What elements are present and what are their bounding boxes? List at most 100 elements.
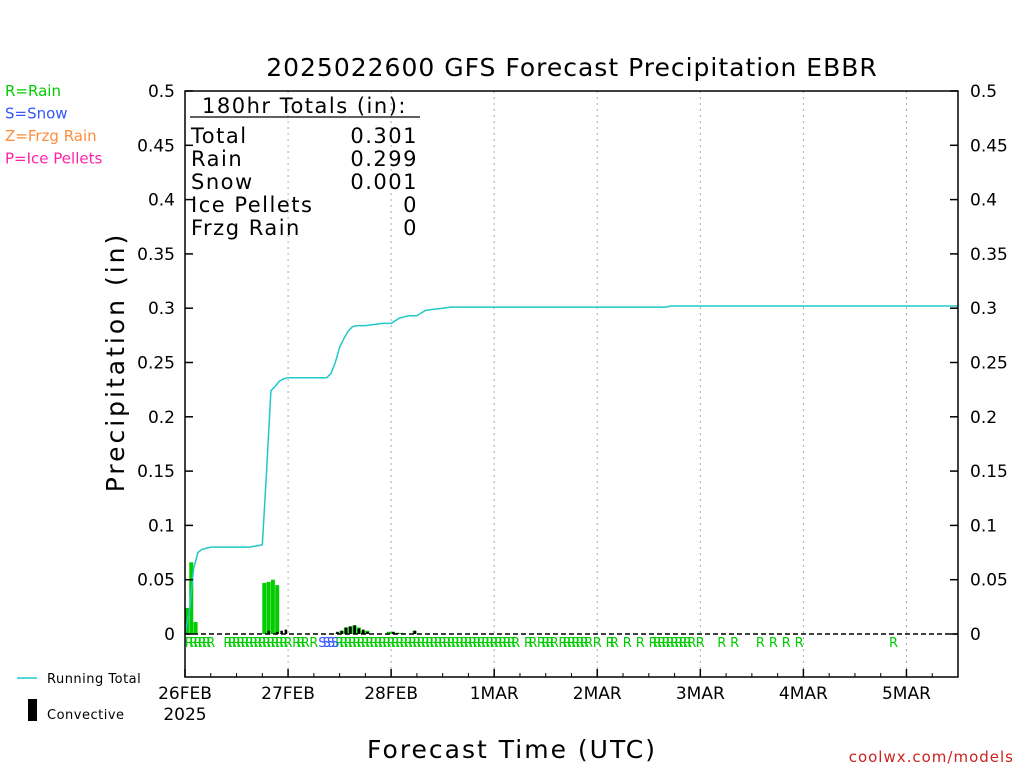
rain-marker: R	[666, 636, 675, 651]
rain-marker: R	[434, 636, 443, 651]
totals-row-value: 0	[403, 193, 418, 217]
rain-marker: R	[399, 636, 408, 651]
rain-marker: R	[670, 636, 679, 651]
y-tick-labels-right: 0 0.05 0.1 0.15 0.2 0.25 0.3 0.35 0.4 0.45 0.5	[970, 82, 1008, 645]
y-tick-label-left: 0.2	[148, 408, 175, 428]
rain-marker: R	[279, 636, 288, 651]
rain-marker: R	[425, 636, 434, 651]
convective-bar	[284, 629, 288, 634]
y-tick-label-left: 0.05	[137, 571, 175, 591]
rain-marker: R	[202, 636, 211, 651]
rain-marker: R	[511, 636, 520, 651]
rain-marker: R	[580, 636, 589, 651]
totals-row-label: Rain	[191, 147, 243, 171]
rain-marker: R	[503, 636, 512, 651]
totals-row-value: 0.001	[350, 170, 418, 194]
totals-row-label: Frzg Rain	[191, 216, 301, 240]
y-tick-label-right: 0.45	[970, 136, 1008, 156]
convective-bar	[344, 627, 348, 634]
y-tick-label-right: 0.5	[970, 82, 997, 102]
rain-marker: R	[661, 636, 670, 651]
rain-marker: R	[464, 636, 473, 651]
rain-marker: R	[730, 636, 739, 651]
snow-marker: S	[331, 636, 339, 651]
x-tick-label: 3MAR	[676, 684, 725, 704]
rain-marker: R	[717, 636, 726, 651]
rain-marker: R	[610, 636, 619, 651]
y-tick-label-right: 0.25	[970, 354, 1008, 374]
rain-marker: R	[339, 636, 348, 651]
y-tick-label-right: 0.05	[970, 571, 1008, 591]
rain-marker: R	[421, 636, 430, 651]
rain-marker: R	[365, 636, 374, 651]
rain-marker: R	[301, 636, 310, 651]
rain-marker: R	[674, 636, 683, 651]
rain-marker: R	[430, 636, 439, 651]
rain-marker: R	[361, 636, 370, 651]
precip-bar	[275, 585, 280, 634]
rain-marker: R	[472, 636, 481, 651]
y-tick-label-left: 0.15	[137, 462, 175, 482]
type-legend-item: R=Rain	[5, 82, 61, 100]
rain-marker: R	[408, 636, 417, 651]
rain-marker: R	[498, 636, 507, 651]
type-legend-item: P=Ice Pellets	[5, 150, 102, 168]
rain-marker: R	[576, 636, 585, 651]
rain-marker: R	[412, 636, 421, 651]
rain-marker: R	[687, 636, 696, 651]
rain-marker: R	[546, 636, 555, 651]
x-tick-label: 28FEB	[364, 684, 418, 704]
y-tick-labels-left: 0 0.05 0.1 0.15 0.2 0.25 0.3 0.35 0.4 0.45 0.5	[137, 82, 175, 645]
totals-title: 180hr Totals (in):	[202, 94, 407, 118]
series-legend-label: Convective	[47, 708, 125, 723]
x-tick-label: 1MAR	[470, 684, 519, 704]
rain-marker: R	[593, 636, 602, 651]
rain-marker: R	[378, 636, 387, 651]
rain-marker: R	[563, 636, 572, 651]
rain-marker: R	[447, 636, 456, 651]
snow-marker: S	[318, 636, 326, 651]
rain-marker: R	[374, 636, 383, 651]
rain-marker: R	[524, 636, 533, 651]
rain-marker: R	[623, 636, 632, 651]
convective-bar	[413, 630, 417, 634]
totals-row-label: Total	[190, 124, 248, 148]
y-tick-label-left: 0.1	[148, 516, 175, 536]
rain-marker: R	[352, 636, 361, 651]
y-tick-label-right: 0.35	[970, 245, 1008, 265]
convective-bar	[349, 626, 352, 634]
rain-marker: R	[438, 636, 447, 651]
rain-marker: R	[494, 636, 503, 651]
rain-marker: R	[335, 636, 344, 651]
rain-marker: R	[451, 636, 460, 651]
rain-marker: R	[606, 636, 615, 651]
rain-marker: R	[241, 636, 250, 651]
rain-marker: R	[189, 636, 198, 651]
rain-marker: R	[309, 636, 318, 651]
rain-marker: R	[567, 636, 576, 651]
rain-marker: R	[284, 636, 293, 651]
convective-bar	[357, 628, 361, 634]
y-tick-label-left: 0.45	[137, 136, 175, 156]
precip-bar	[386, 631, 391, 634]
rain-marker: R	[348, 636, 357, 651]
rain-marker: R	[369, 636, 378, 651]
rain-marker: R	[571, 636, 580, 651]
convective-bar	[391, 631, 395, 634]
rain-marker: R	[657, 636, 666, 651]
type-legend-item: Z=Frzg Rain	[5, 127, 97, 145]
rain-marker: R	[485, 636, 494, 651]
totals-row-label: Snow	[191, 170, 254, 194]
rain-marker: R	[756, 636, 765, 651]
type-legend-item: S=Snow	[5, 105, 68, 123]
rain-marker: R	[584, 636, 593, 651]
rain-marker: R	[266, 636, 275, 651]
rain-marker: R	[198, 636, 207, 651]
rain-marker: R	[193, 636, 202, 651]
convective-bar	[361, 629, 365, 634]
rain-marker: R	[889, 636, 898, 651]
y-tick-label-right: 0.4	[970, 191, 997, 211]
